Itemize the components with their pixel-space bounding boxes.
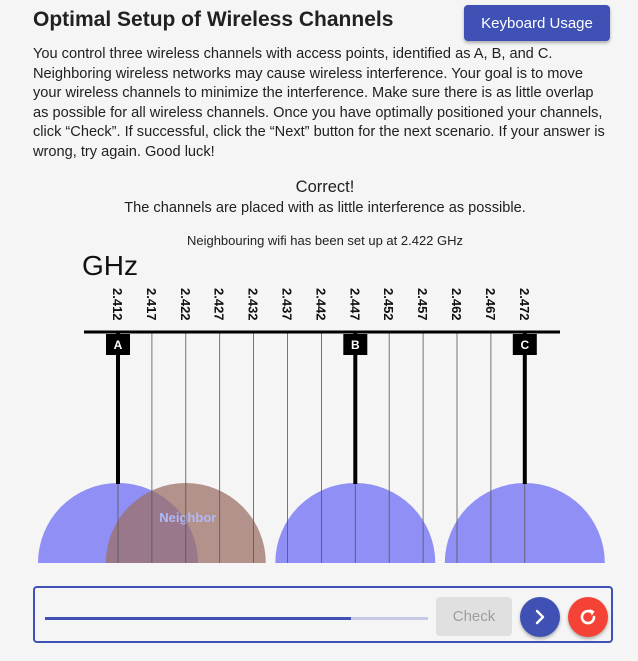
channel-diagram: Neighbor 2.412 2.417 2.422 2.427 2.432 2.437 2… <box>38 288 605 563</box>
freq-tick-label: 2.412 <box>110 288 125 321</box>
channel-handle[interactable] <box>106 334 130 355</box>
channel-marker-c[interactable]: C <box>512 332 537 484</box>
freq-tick-label: 2.462 <box>449 288 464 321</box>
reset-button[interactable] <box>568 597 608 637</box>
freq-tick-label: 2.422 <box>178 288 193 321</box>
freq-tick-label: 2.427 <box>212 288 227 321</box>
chevron-right-icon <box>535 609 545 625</box>
freq-tick-label: 2.452 <box>381 288 396 321</box>
progress-fill <box>45 617 352 620</box>
feedback-title: Correct! <box>295 178 355 196</box>
check-button[interactable]: Check <box>436 597 512 636</box>
channel-marker-a[interactable]: A <box>106 332 130 484</box>
freq-tick-label: 2.442 <box>313 288 328 321</box>
frequency-gridlines <box>117 332 526 563</box>
freq-tick-label: 2.467 <box>483 288 498 321</box>
axis-unit-label: GHz <box>82 250 138 281</box>
instructions-text: You control three wireless channels with… <box>33 46 605 160</box>
control-bar: Check <box>33 586 613 643</box>
neighbour-label: Neighbor <box>159 510 216 525</box>
keyboard-usage-button[interactable]: Keyboard Usage <box>464 5 610 41</box>
freq-tick-label: 2.432 <box>246 288 261 321</box>
refresh-icon <box>580 609 596 625</box>
frequency-tick-labels: 2.412 2.417 2.422 2.427 2.432 2.437 2.442 2.447… <box>110 288 532 321</box>
freq-tick-label: 2.472 <box>517 288 532 321</box>
next-button[interactable] <box>520 597 560 637</box>
freq-tick-label: 2.437 <box>280 288 295 321</box>
neighbour-note: Neighbouring wifi has been set up at 2.4… <box>186 233 464 248</box>
channel-id-label: C <box>520 338 529 352</box>
page-title: Optimal Setup of Wireless Channels <box>33 8 394 31</box>
channel-markers[interactable]: A B C <box>106 332 537 484</box>
progress-bar <box>45 617 428 620</box>
channel-handle[interactable] <box>512 334 537 355</box>
channel-id-label: B <box>351 338 360 352</box>
channel-handle[interactable] <box>343 334 368 355</box>
channel-marker-b[interactable]: B <box>343 332 368 484</box>
freq-tick-label: 2.417 <box>144 288 159 321</box>
freq-tick-label: 2.447 <box>347 288 362 321</box>
channel-id-label: A <box>114 338 123 352</box>
feedback-message: The channels are placed with as little i… <box>124 200 526 216</box>
freq-tick-label: 2.457 <box>415 288 430 321</box>
